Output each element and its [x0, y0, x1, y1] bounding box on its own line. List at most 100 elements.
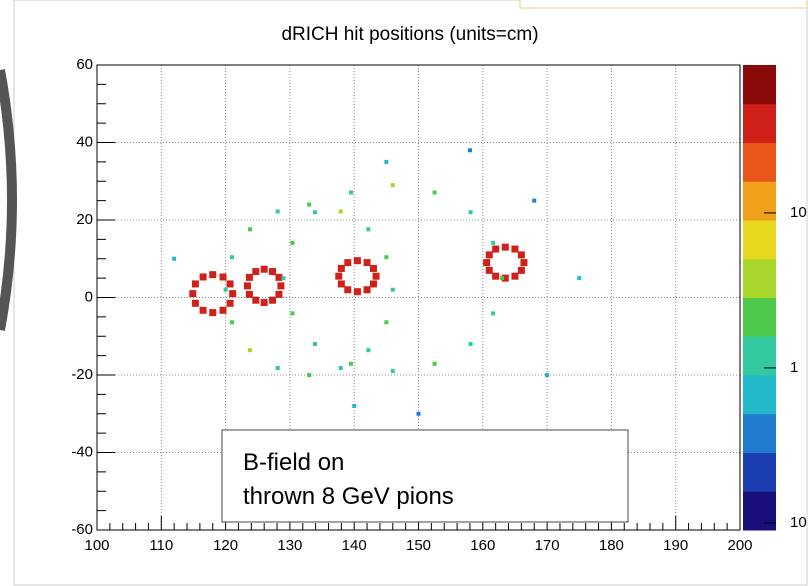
hit-cell [492, 272, 500, 280]
z-tick-label: 10 [790, 204, 807, 221]
hit-cell [199, 273, 207, 281]
hit-cell [390, 369, 395, 374]
color-step [743, 491, 776, 531]
hit-cell [191, 299, 199, 307]
hit-cell [344, 286, 352, 294]
hit-cell [366, 348, 371, 353]
color-step [743, 336, 776, 376]
z-tick-label: 1 [790, 359, 798, 376]
hit-cell [491, 311, 496, 316]
hit-cell [307, 373, 312, 377]
hit-cell [338, 366, 343, 371]
hit-cell [338, 209, 343, 214]
hit-cell [491, 240, 496, 245]
hit-cell [230, 255, 235, 260]
hit-cell [245, 273, 253, 281]
hit-cell [468, 210, 473, 215]
hit-cell [281, 276, 286, 281]
hit-cell [483, 259, 491, 267]
hit-cell [468, 342, 473, 346]
hit-cell [275, 273, 283, 281]
hit-cell [230, 320, 235, 325]
x-tick-label: 170 [535, 537, 560, 554]
y-tick-label: -20 [71, 366, 93, 383]
hit-cell [520, 259, 528, 267]
color-bar [743, 65, 776, 531]
hit-cell [337, 280, 345, 288]
hit-cell [269, 296, 277, 304]
color-step [743, 142, 776, 182]
hit-cell [172, 256, 177, 261]
frame-edge [519, 0, 808, 9]
annotation-box [221, 429, 629, 523]
hit-cell [199, 306, 207, 314]
hit-cell [532, 198, 537, 203]
color-step [743, 413, 776, 453]
hit-cell [501, 274, 509, 282]
chart-title: dRICH hit positions (units=cm) [281, 24, 538, 45]
hit-cell [209, 309, 217, 317]
hit-cell [353, 288, 361, 296]
hit-cell [277, 282, 285, 290]
hit-cell [191, 280, 199, 288]
hit-cell [307, 202, 312, 207]
hit-cell [219, 306, 227, 314]
hit-cell [252, 296, 260, 304]
hit-cell [501, 243, 509, 251]
hit-cell [353, 257, 361, 265]
y-tick-label: 20 [76, 211, 93, 228]
plot-frame [96, 64, 741, 531]
y-tick-label: -40 [71, 443, 93, 460]
cells [172, 148, 582, 455]
color-step [743, 375, 776, 415]
x-tick-label: 180 [599, 537, 624, 554]
hit-cell [275, 366, 280, 371]
hit-cell [432, 190, 437, 195]
hit-cell [275, 290, 283, 298]
hit-cell [209, 271, 217, 279]
side-shape [0, 69, 17, 331]
z-tick-label: 10 [790, 514, 807, 531]
x-tick-label: 130 [277, 537, 302, 554]
x-tick-label: 120 [213, 537, 238, 554]
hit-cell [290, 240, 295, 245]
color-step [743, 297, 776, 337]
hit-cell [219, 273, 227, 281]
x-tick-label: 140 [342, 537, 367, 554]
color-step [743, 258, 776, 298]
x-tick-label: 150 [406, 537, 431, 554]
hit-cell [223, 287, 228, 292]
annotation: thrown 8 GeV pions [243, 483, 454, 510]
hit-cell [492, 245, 500, 253]
hit-cell [384, 320, 389, 325]
hit-cell [352, 404, 357, 408]
x-tick-label: 160 [470, 537, 495, 554]
hit-cell [384, 159, 389, 164]
hit-cell [390, 287, 395, 292]
hit-cell [337, 264, 345, 272]
x-tick-label: 200 [727, 537, 752, 554]
hit-cell [229, 290, 237, 298]
hit-cell [269, 268, 277, 276]
x-tick-label: 100 [84, 537, 109, 554]
hit-cell [500, 276, 505, 281]
hit-cell [245, 290, 253, 298]
hit-cell [416, 411, 421, 416]
hit-cell [369, 280, 377, 288]
hit-cell [366, 227, 371, 232]
hit-cell [348, 361, 353, 366]
hit-cell [312, 210, 317, 215]
hit-cell [517, 251, 525, 259]
hit-cell [467, 148, 472, 153]
hit-cell [390, 183, 395, 188]
hit-cell [348, 190, 353, 195]
hit-cell [432, 361, 437, 366]
hit-cell [372, 272, 380, 280]
hit-cell [226, 280, 234, 288]
y-tick-label: 60 [76, 56, 93, 73]
hit-cell [517, 266, 525, 274]
hit-cell [511, 245, 519, 253]
x-tick-label: 190 [663, 537, 688, 554]
hit-cell [577, 276, 582, 281]
